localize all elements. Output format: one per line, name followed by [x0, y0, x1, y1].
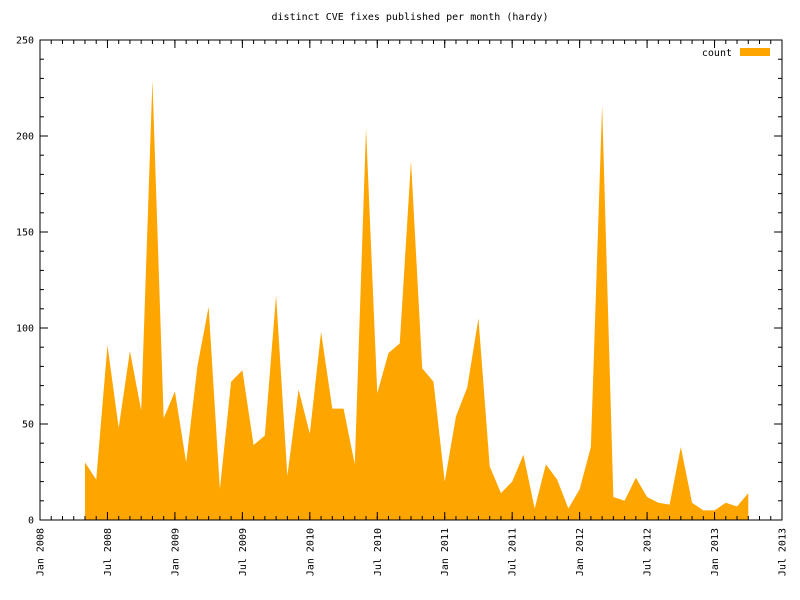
x-tick-label: Jul 2013 [778, 528, 789, 576]
y-tick-label: 0 [28, 516, 34, 527]
x-tick-label: Jan 2010 [305, 528, 316, 576]
legend-swatch [740, 48, 770, 56]
x-tick-label: Jan 2012 [575, 528, 586, 576]
y-tick-label: 50 [22, 420, 34, 431]
chart-title: distinct CVE fixes published per month (… [272, 12, 549, 23]
y-tick-label: 100 [16, 324, 34, 335]
y-tick-label: 250 [16, 36, 34, 47]
plot-border [39, 39, 783, 521]
x-tick-label: Jul 2008 [103, 528, 114, 576]
x-tick-label: Jan 2009 [170, 528, 181, 576]
x-tick-label: Jul 2010 [373, 528, 384, 576]
x-tick-label: Jul 2009 [238, 528, 249, 576]
x-tick-label: Jan 2008 [36, 528, 47, 576]
area [84, 80, 749, 520]
x-tick-label: Jul 2011 [508, 528, 519, 576]
x-tick-label: Jan 2011 [440, 528, 451, 576]
legend-label: count [702, 48, 732, 59]
x-tick-label: Jan 2013 [710, 528, 721, 576]
y-tick-label: 200 [16, 132, 34, 143]
x-tick-label: Jul 2012 [643, 528, 654, 576]
y-tick-label: 150 [16, 228, 34, 239]
